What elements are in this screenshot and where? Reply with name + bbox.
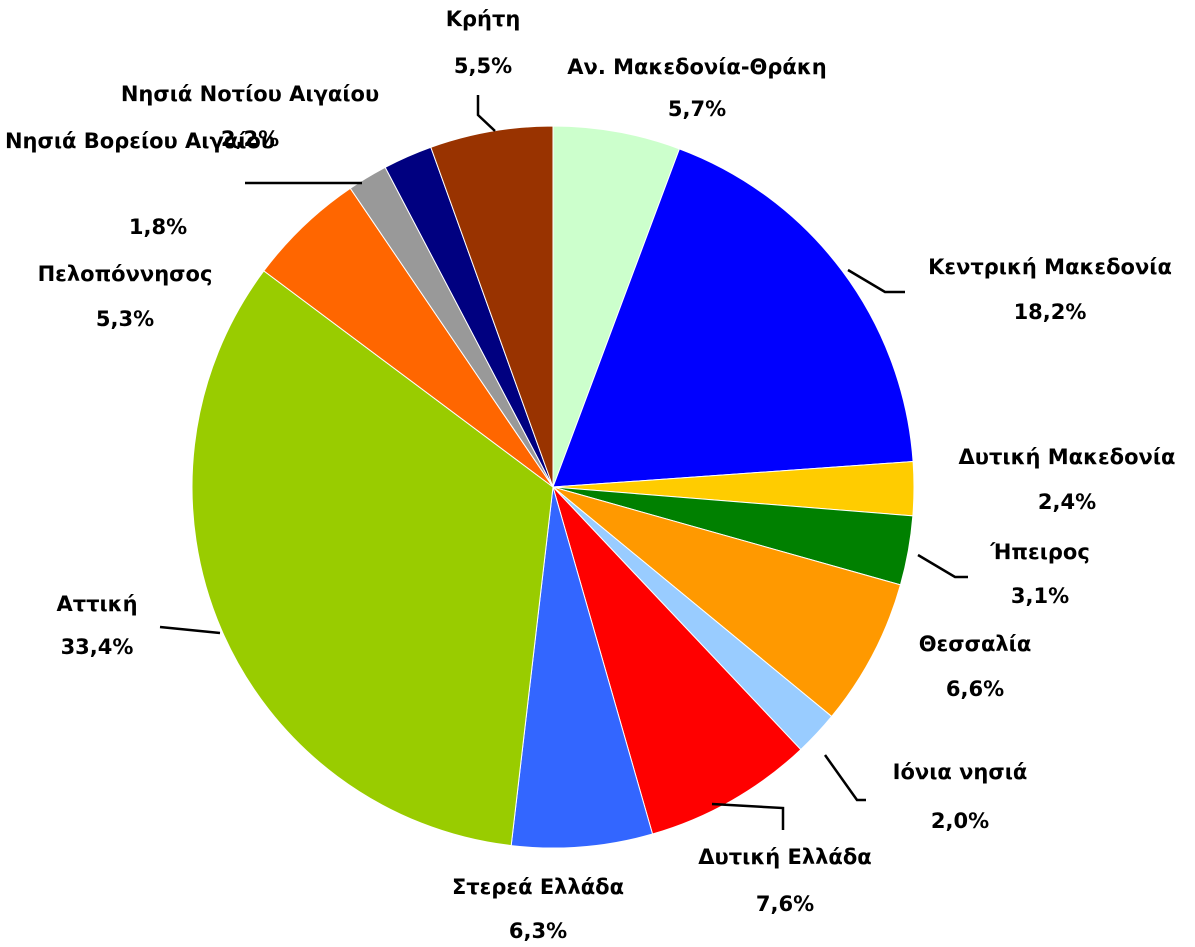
value-label: 33,4% xyxy=(61,635,134,659)
value-label: 3,1% xyxy=(1011,584,1069,608)
category-label: Ιόνια νησιά xyxy=(893,760,1028,784)
value-label: 2,0% xyxy=(931,809,989,833)
pie-slice xyxy=(552,125,681,488)
value-label: 2,4% xyxy=(1038,490,1096,514)
category-label: Αττική xyxy=(56,592,137,616)
category-label: Δυτική Μακεδονία xyxy=(959,445,1176,469)
category-label: Στερεά Ελλάδα xyxy=(452,875,624,899)
category-label: Αν. Μακεδονία-Θράκη xyxy=(567,55,826,79)
category-label: Νησιά Βορείου Αιγαίου xyxy=(5,129,275,153)
value-label: 2,2% xyxy=(221,127,279,151)
pie-slice xyxy=(552,486,902,718)
leader-line xyxy=(823,754,866,802)
pie-slice xyxy=(510,486,654,849)
category-label: Δυτική Ελλάδα xyxy=(698,845,871,869)
pie-slice xyxy=(552,486,802,835)
value-label: 5,7% xyxy=(668,97,726,121)
category-label: Ήπειρος xyxy=(989,540,1090,564)
value-label: 5,5% xyxy=(454,54,512,78)
leader-line xyxy=(159,625,221,635)
leader-line xyxy=(711,802,785,830)
value-label: 5,3% xyxy=(96,307,154,331)
value-label: 7,6% xyxy=(756,892,814,916)
leader-line xyxy=(847,268,905,294)
category-label: Κρήτη xyxy=(446,7,521,31)
category-label: Θεσσαλία xyxy=(919,632,1032,656)
leader-line xyxy=(476,95,496,132)
value-label: 18,2% xyxy=(1014,300,1087,324)
category-label: Κεντρική Μακεδονία xyxy=(928,255,1172,279)
leader-lines xyxy=(159,95,968,830)
pie-slice xyxy=(191,270,554,847)
pie-slice xyxy=(430,125,554,488)
leader-line xyxy=(917,553,968,579)
value-label: 1,8% xyxy=(129,215,187,239)
pie-slice xyxy=(552,148,914,488)
category-label: Πελοπόννησος xyxy=(38,262,213,286)
value-label: 6,6% xyxy=(946,677,1004,701)
category-label: Νησιά Νοτίου Αιγαίου xyxy=(121,82,379,106)
value-label: 6,3% xyxy=(509,919,567,943)
